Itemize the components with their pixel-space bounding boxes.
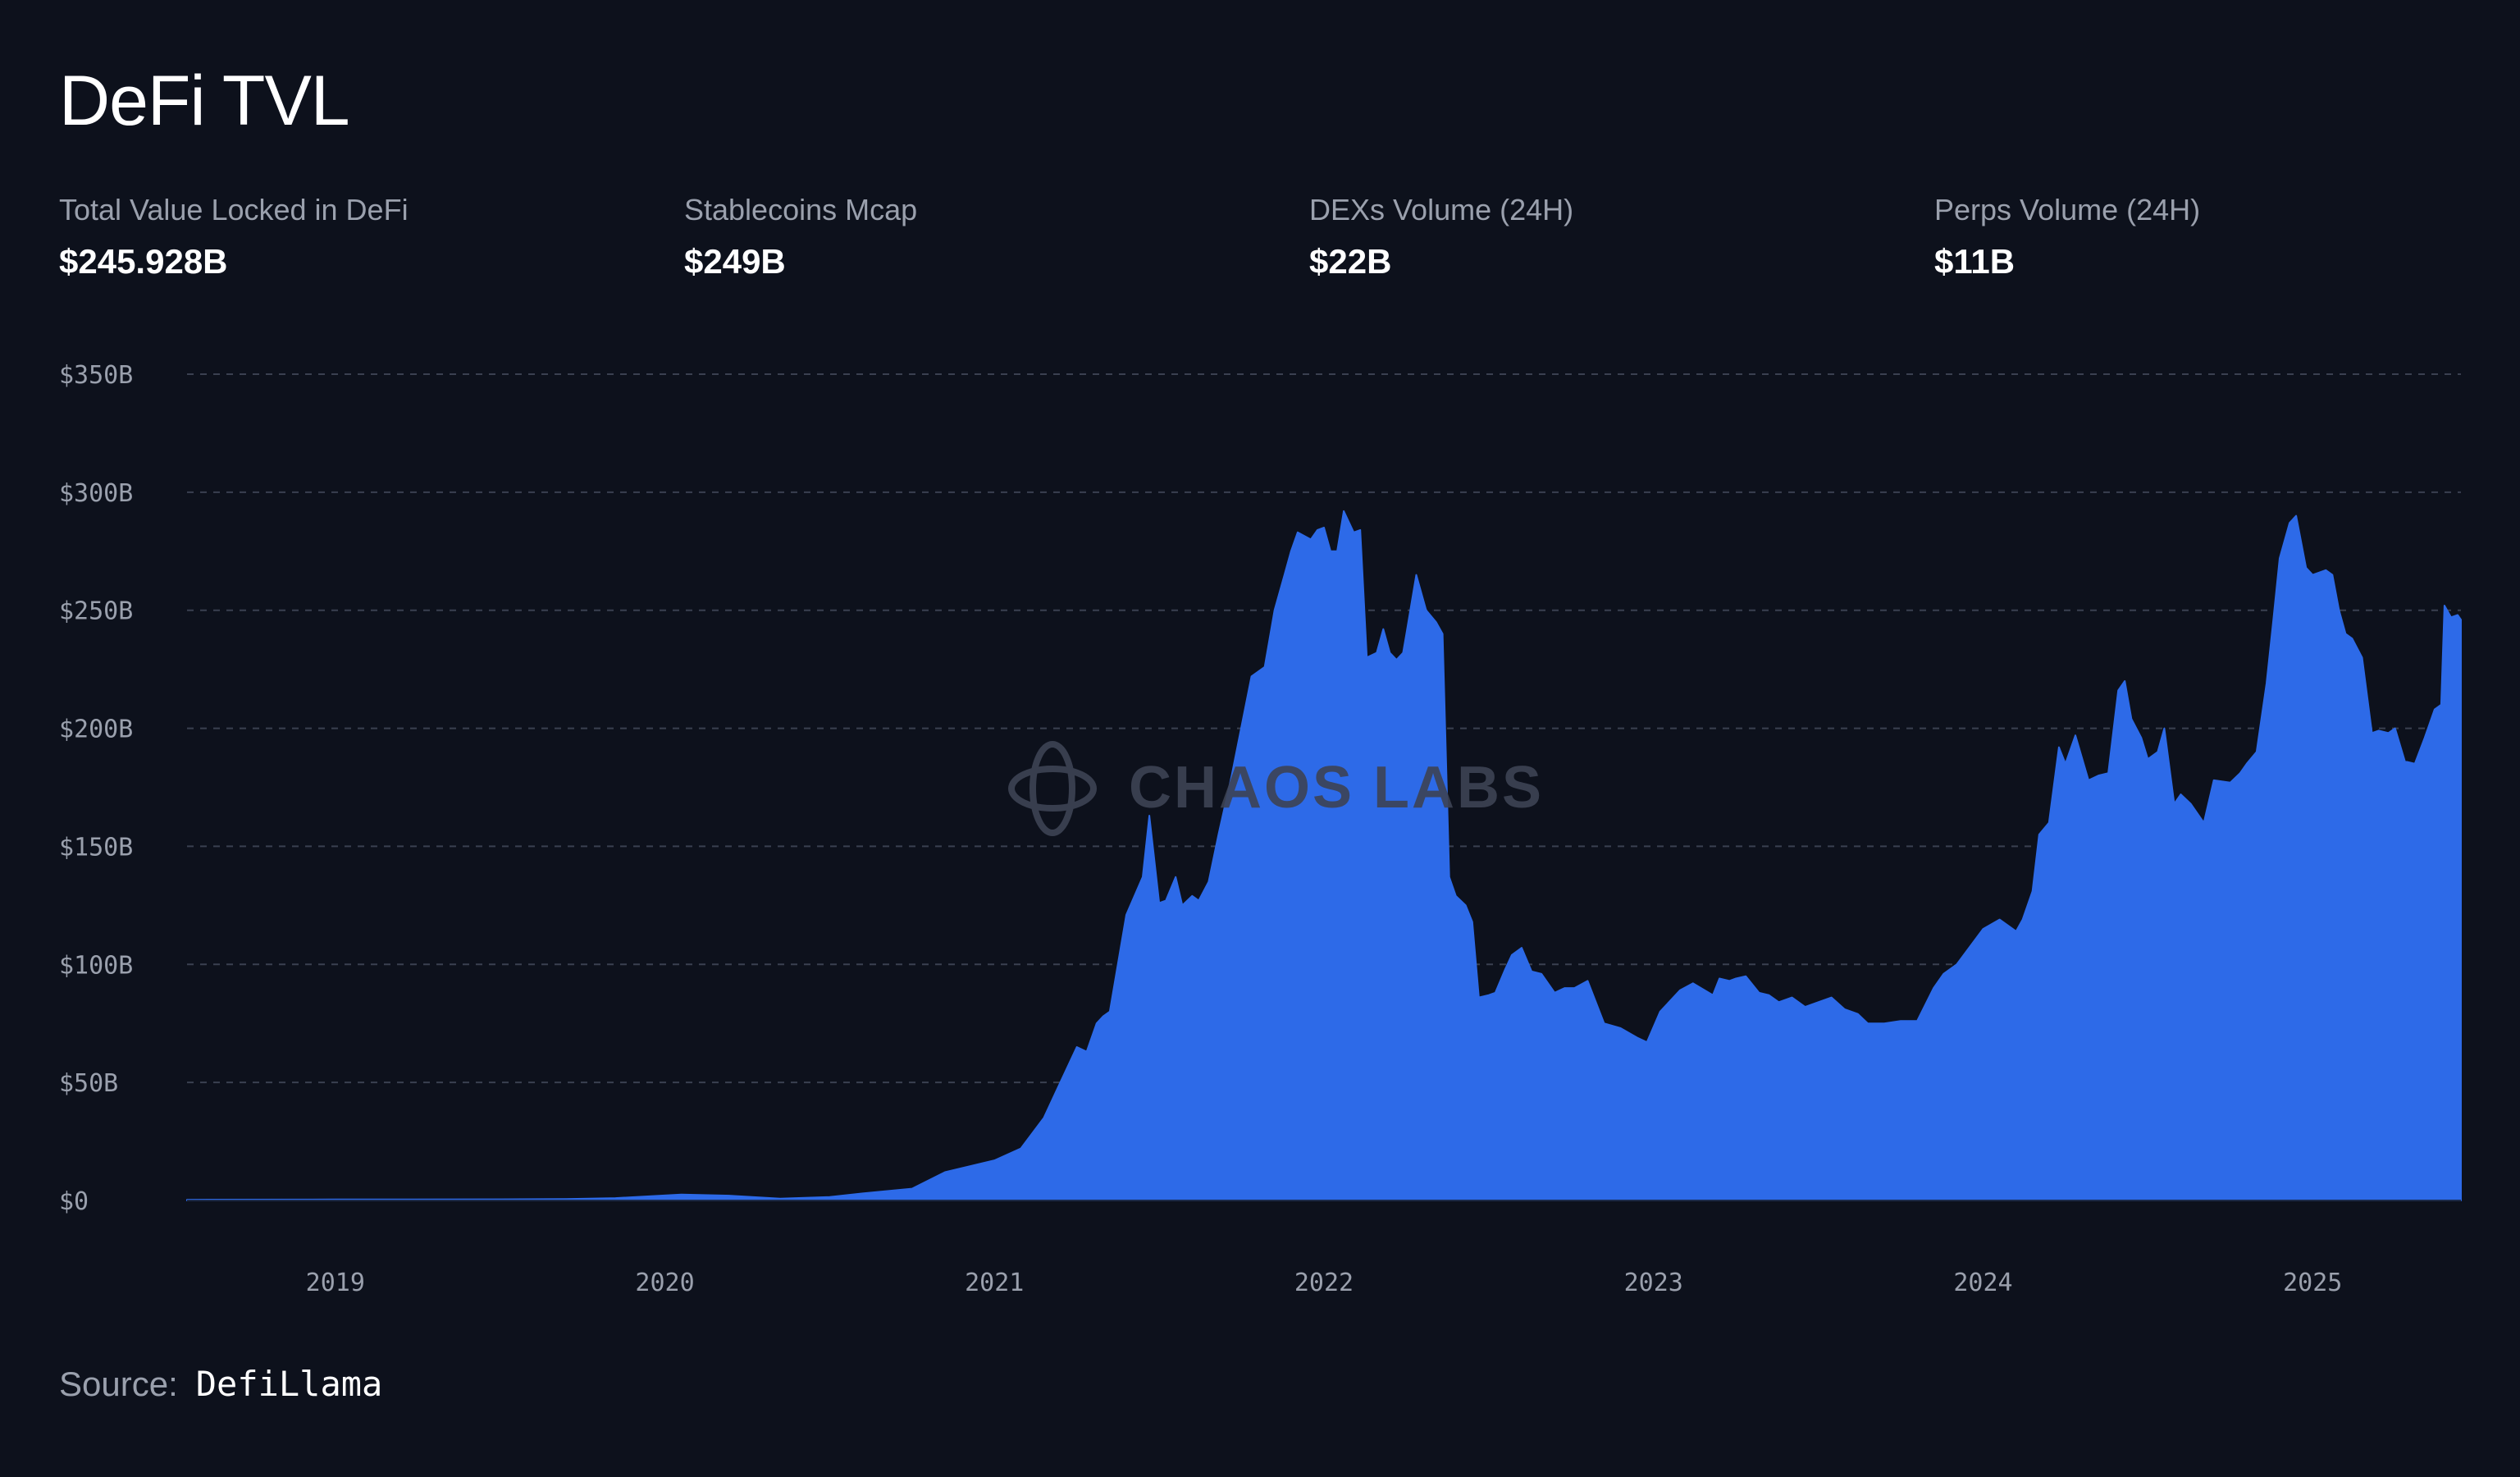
watermark-text: CHAOS LABS — [1129, 755, 1544, 821]
x-tick-label: 2019 — [306, 1269, 365, 1297]
stat-label: Perps Volume (24H) — [1934, 193, 2201, 226]
x-tick-label: 2025 — [2283, 1269, 2342, 1297]
stat-label: Total Value Locked in DeFi — [59, 193, 409, 226]
y-tick-label: $100B — [59, 951, 133, 980]
stat-value: $11B — [1934, 242, 2016, 281]
stat-stablecoins-mcap: Stablecoins Mcap $249B — [684, 195, 917, 279]
stat-label: Stablecoins Mcap — [684, 193, 918, 226]
y-tick-label: $350B — [59, 361, 133, 390]
page-title: DeFi TVL — [59, 62, 350, 140]
stats-row: Total Value Locked in DeFi $245.928B Sta… — [59, 195, 2463, 294]
x-tick-label: 2022 — [1294, 1269, 1354, 1297]
stat-total-value-locked: Total Value Locked in DeFi $245.928B — [59, 195, 409, 279]
x-tick-label: 2020 — [635, 1269, 694, 1297]
chaos-labs-logo-icon — [1008, 741, 1097, 836]
source-label: Source: — [59, 1365, 178, 1403]
x-tick-label: 2024 — [1953, 1269, 2012, 1297]
watermark: CHAOS LABS — [1008, 741, 1544, 836]
x-tick-label: 2023 — [1624, 1269, 1683, 1297]
source-note: Source: DefiLlama — [59, 1367, 382, 1402]
stat-label: DEXs Volume (24H) — [1309, 193, 1574, 226]
y-tick-label: $250B — [59, 597, 133, 626]
source-value: DefiLlama — [195, 1364, 383, 1404]
x-axis-tick-labels: 2019 2020 2021 2022 2023 2024 2025 — [306, 1269, 2343, 1297]
x-tick-label: 2021 — [965, 1269, 1024, 1297]
stat-value: $245.928B — [59, 242, 228, 281]
stat-value: $22B — [1309, 242, 1392, 281]
tvl-area-chart: $0 $50B $100B $150B $200B $250B $300B $350B CHA… — [59, 361, 2462, 1297]
y-tick-label: $150B — [59, 833, 133, 862]
stat-value: $249B — [684, 242, 786, 281]
y-tick-label: $0 — [59, 1187, 89, 1216]
y-tick-label: $50B — [59, 1069, 118, 1098]
stat-dexs-volume: DEXs Volume (24H) $22B — [1309, 195, 1573, 279]
y-tick-label: $300B — [59, 479, 133, 508]
tvl-area — [186, 510, 2462, 1201]
y-tick-label: $200B — [59, 716, 133, 744]
area-series — [186, 510, 2462, 1201]
stat-perps-volume: Perps Volume (24H) $11B — [1934, 195, 2200, 279]
y-axis-tick-labels: $0 $50B $100B $150B $200B $250B $300B $350B — [59, 361, 133, 1216]
